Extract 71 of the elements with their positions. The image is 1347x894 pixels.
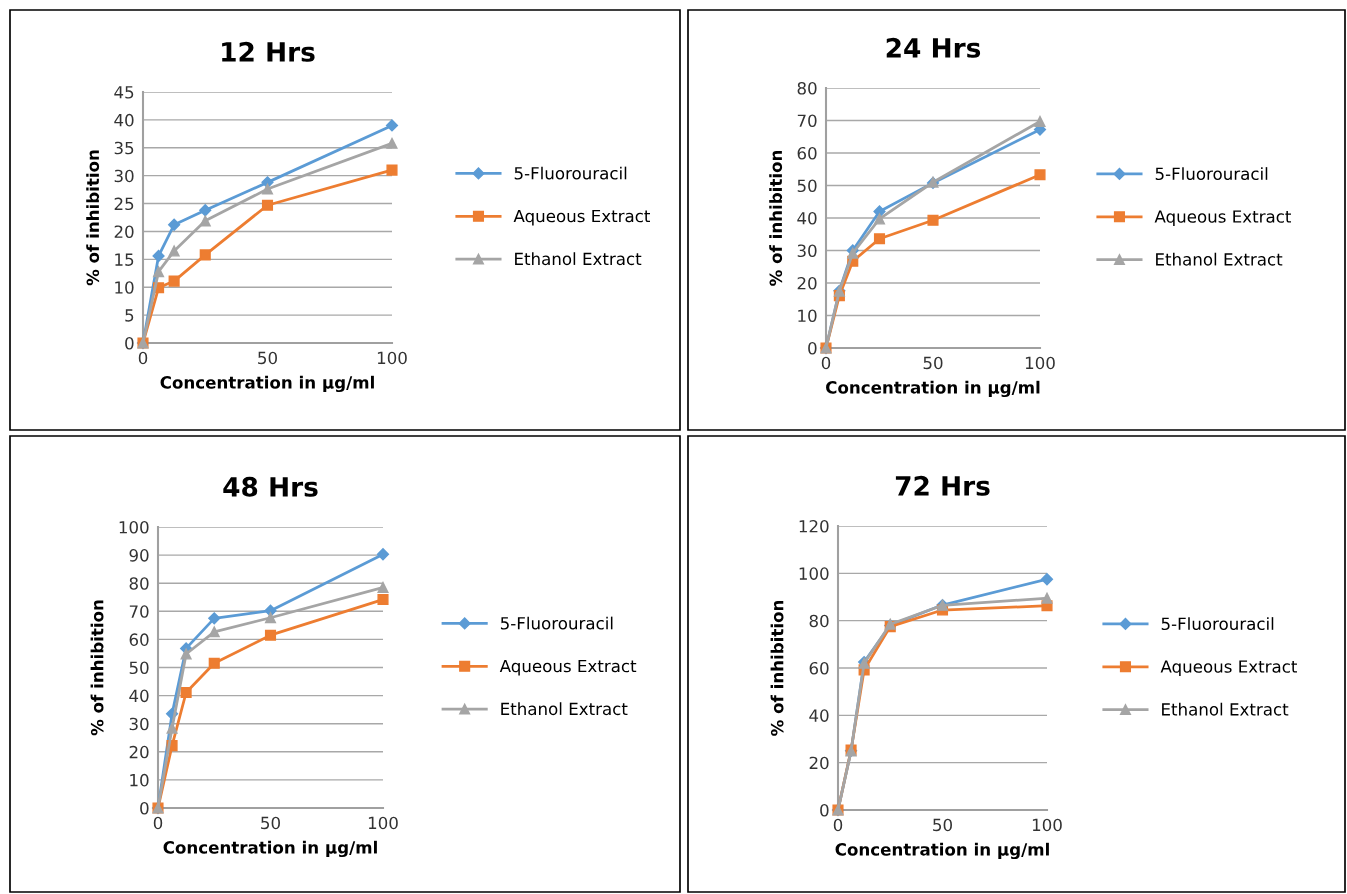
y-tick-label: 20 xyxy=(809,756,829,770)
y-tick-label: 60 xyxy=(129,633,149,646)
y-axis-title: % of inhibition xyxy=(90,600,104,736)
y-tick-label: 60 xyxy=(797,146,817,160)
x-tick-label: 50 xyxy=(258,351,277,365)
legend-label: 5-Fluorouracil xyxy=(1155,167,1268,181)
y-tick-label: 120 xyxy=(799,519,829,533)
legend-label: Ethanol Extract xyxy=(1162,702,1289,716)
y-tick-label: 80 xyxy=(129,577,149,590)
chart-title: 48 Hrs xyxy=(223,476,318,497)
y-tick-label: 0 xyxy=(820,803,829,817)
y-tick-label: 40 xyxy=(114,113,134,127)
chart-title: 12 Hrs xyxy=(222,41,315,62)
y-tick-label: 70 xyxy=(129,605,149,618)
legend-label: Ethanol Extract xyxy=(501,702,628,716)
y-tick-label: 50 xyxy=(129,661,149,675)
x-tick-label: 100 xyxy=(1025,356,1055,370)
y-tick-label: 0 xyxy=(125,336,134,350)
y-tick-label: 80 xyxy=(809,614,829,628)
y-tick-label: 30 xyxy=(797,244,817,258)
x-tick-label: 50 xyxy=(261,816,280,830)
y-tick-label: 5 xyxy=(125,309,134,322)
y-tick-label: 40 xyxy=(129,689,149,703)
y-tick-label: 45 xyxy=(114,86,134,99)
y-tick-label: 25 xyxy=(114,197,134,211)
y-tick-label: 40 xyxy=(797,211,817,225)
y-axis-title: % of inhibition xyxy=(86,150,100,286)
y-tick-label: 20 xyxy=(114,225,134,239)
legend-label: 5-Fluorouracil xyxy=(514,166,627,180)
y-tick-label: 80 xyxy=(797,81,817,95)
legend-label: Aqueous Extract xyxy=(1154,210,1292,227)
x-tick-label: 100 xyxy=(1032,818,1062,832)
legend-label: Aqueous Extract xyxy=(499,659,637,676)
x-axis-title: Concentration in µg/ml xyxy=(826,380,1040,398)
y-tick-label: 100 xyxy=(119,520,149,534)
legend-label: Ethanol Extract xyxy=(515,252,642,266)
y-tick-label: 10 xyxy=(798,309,817,323)
x-axis-title: Concentration in µg/ml xyxy=(163,840,377,858)
y-tick-label: 15 xyxy=(115,253,134,266)
x-tick-label: 0 xyxy=(153,816,163,830)
x-tick-label: 0 xyxy=(833,818,843,832)
y-tick-label: 30 xyxy=(114,169,134,183)
legend-label: Ethanol Extract xyxy=(1156,252,1283,266)
legend-label: Aqueous Extract xyxy=(1160,660,1298,677)
y-axis-title: % of inhibition xyxy=(769,150,783,286)
y-axis-title: % of inhibition xyxy=(770,600,784,736)
x-axis-title: Concentration in µg/ml xyxy=(160,375,374,393)
y-tick-label: 0 xyxy=(140,801,149,815)
legend-label: 5-Fluorouracil xyxy=(500,616,613,630)
legend-label: Aqueous Extract xyxy=(513,209,651,226)
y-tick-label: 30 xyxy=(129,717,149,731)
chart-title: 24 Hrs xyxy=(886,37,981,58)
x-axis-title: Concentration in µg/ml xyxy=(835,842,1049,860)
y-tick-label: 20 xyxy=(797,276,817,290)
x-tick-label: 100 xyxy=(368,816,398,830)
y-tick-label: 10 xyxy=(115,281,134,294)
y-tick-label: 60 xyxy=(809,661,829,675)
y-tick-label: 40 xyxy=(809,709,829,722)
x-tick-label: 100 xyxy=(377,351,407,365)
y-tick-label: 10 xyxy=(130,773,149,787)
x-tick-label: 50 xyxy=(923,356,943,370)
y-tick-label: 90 xyxy=(129,549,149,562)
y-tick-label: 35 xyxy=(114,141,134,155)
y-tick-label: 70 xyxy=(797,114,817,128)
legend-label: 5-Fluorouracil xyxy=(1161,617,1274,631)
chart-title: 72 Hrs xyxy=(895,475,990,496)
y-tick-label: 0 xyxy=(808,341,817,355)
y-tick-label: 100 xyxy=(799,567,829,580)
y-tick-label: 50 xyxy=(797,179,817,193)
y-tick-label: 20 xyxy=(129,745,149,759)
x-tick-label: 50 xyxy=(933,818,952,832)
